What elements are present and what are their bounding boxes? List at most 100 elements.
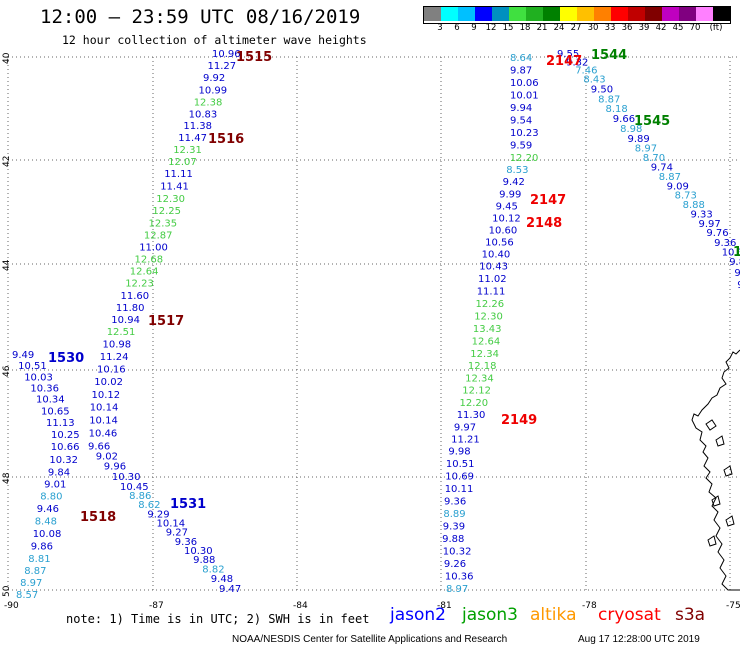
scale-swatch [577,7,594,21]
map-title: 12:00 – 23:59 UTC 08/16/2019 [40,6,361,28]
latitude-label: 46 [2,365,12,377]
wave-height-value: 12.07 [168,157,197,168]
wave-height-value: 9.46 [37,504,59,515]
wave-height-value: 10.25 [51,430,80,441]
wave-height-value: 12.35 [149,218,178,229]
wave-height-value: 8.43 [583,75,605,86]
wave-height-value: 12.30 [474,312,503,323]
wave-height-value: 12.20 [460,398,489,409]
wave-height-value: 9.87 [729,257,740,268]
wave-height-value: 9.89 [628,134,650,145]
wave-height-value: 10.40 [482,249,511,260]
wave-height-value: 11.00 [139,243,168,254]
scale-label: 24 [553,23,565,33]
wave-height-value: 11.80 [116,303,145,314]
map-subtitle: 12 hour collection of altimeter wave hei… [62,33,367,47]
wave-height-value: 12.20 [510,153,539,164]
wave-height-value: 12.18 [468,361,497,372]
scale-label: 30 [587,23,599,33]
scale-label: 9 [471,23,477,33]
scale-swatch [611,7,628,21]
wave-height-value: 9.74 [651,163,673,174]
scale-label: 39 [638,23,650,33]
scale-swatch [509,7,526,21]
scale-label: 3 [437,23,443,33]
wave-height-value: 9.49 [12,350,34,361]
coastline [691,349,740,591]
scale-label: 21 [536,23,548,33]
wave-height-value: 8.87 [24,566,46,577]
wave-height-value: 9.33 [691,209,713,220]
wave-height-value: 9.42 [503,177,525,188]
longitude-label: -81 [437,601,452,611]
longitude-label: -84 [293,601,308,611]
scale-swatch [441,7,458,21]
scale-swatch [628,7,645,21]
wave-height-value: 10.14 [89,416,118,427]
wave-height-value: 12.26 [476,299,505,310]
wave-height-value: 10.36 [30,383,59,394]
scale-swatch [475,7,492,21]
wave-height-value: 9.39 [443,522,465,533]
wave-height-value: 9.36 [714,238,736,249]
wave-height-value: 8.70 [643,153,665,164]
wave-height-value: 10.30 [112,472,141,483]
wave-height-value: 11.38 [183,121,212,132]
wave-height-value: 11.41 [160,181,189,192]
wave-height-value: 9.96 [104,462,126,473]
pass-time-label: 1531 [170,497,206,512]
wave-height-value: 9.76 [706,228,728,239]
scale-swatch [645,7,662,21]
wave-height-value: 12.25 [152,206,181,217]
wave-height-value: 10.99 [199,85,228,96]
wave-height-value: 9.56 [737,280,740,291]
wave-height-value: 12.30 [156,194,185,205]
wave-height-value: 13.43 [473,324,502,335]
wave-height-value: 12.64 [472,337,501,348]
wave-height-value: 10.94 [111,315,140,326]
legend-jason2: jason2 [390,605,446,625]
wave-height-value: 8.57 [16,590,38,601]
longitude-label: -78 [582,601,597,611]
scale-label: 36 [621,23,633,33]
scale-label: 12 [485,23,497,33]
wave-height-value: 9.54 [510,116,532,127]
wave-height-value: 11.13 [46,418,75,429]
wave-height-value: 10.36 [445,572,474,583]
wave-height-value: 9.59 [510,141,532,152]
color-scale-bar [423,6,731,24]
legend-cryosat: cryosat [598,605,661,625]
wave-height-value: 7.46 [575,66,597,77]
wave-height-value: 11.11 [477,287,506,298]
wave-height-value: 10.34 [36,395,65,406]
coastline [715,435,725,447]
wave-height-value: 8.18 [606,104,628,115]
wave-height-value: 9.84 [48,467,70,478]
wave-height-value: 9.09 [667,181,689,192]
wave-height-value: 8.87 [659,172,681,183]
wave-height-value: 10.33 [722,248,740,259]
latitude-label: 50 [2,585,12,597]
generation-timestamp: Aug 17 12:28:00 UTC 2019 [578,634,700,645]
longitude-label: -75 [726,601,740,611]
wave-height-value: 9.36 [175,537,197,548]
wave-height-value: 10.96 [212,49,241,60]
pass-time-label: 2147 [546,54,582,69]
scale-swatch [662,7,679,21]
wave-height-value: 9.66 [88,441,110,452]
wave-height-value: 10.43 [479,262,508,273]
wave-height-value: 8.81 [28,554,50,565]
scale-label: 15 [502,23,514,33]
wave-height-value: 9.99 [499,189,521,200]
wave-height-value: 8.82 [202,564,224,575]
pass-time-label: 2148 [526,216,562,231]
wave-height-value: 9.36 [444,497,466,508]
wave-height-value: 10.23 [510,128,539,139]
wave-height-value: 10.16 [97,365,126,376]
pass-time-label: 1517 [148,314,184,329]
coastline [711,495,721,507]
footer-note: note: 1) Time is in UTC; 2) SWH is in fe… [66,612,370,626]
pass-time-label: 2147 [530,193,566,208]
scale-swatch [543,7,560,21]
scale-swatch [713,7,730,21]
